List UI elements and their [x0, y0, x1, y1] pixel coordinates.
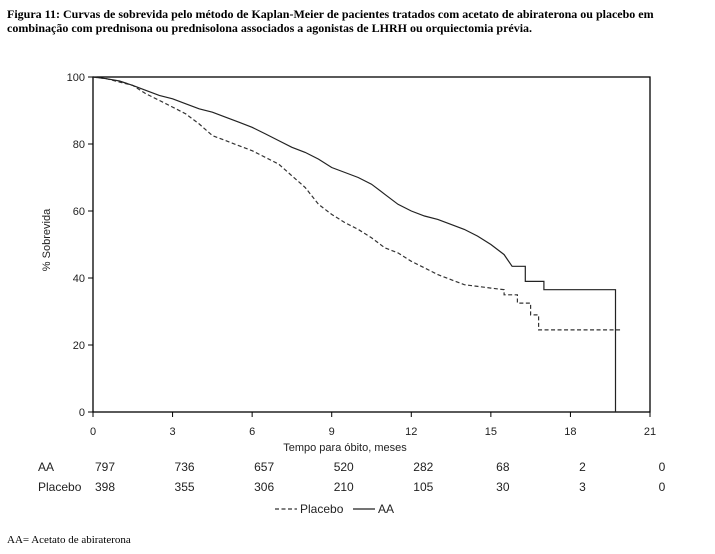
risk-count: 2: [579, 460, 586, 474]
x-tick-label: 0: [90, 426, 96, 438]
y-tick-label: 40: [73, 273, 85, 285]
risk-count: 282: [413, 460, 433, 474]
x-axis: 0 3 6 9 12 15 18 21: [90, 412, 656, 438]
risk-count: 736: [175, 460, 195, 474]
risk-row-label: AA: [38, 460, 54, 474]
risk-count: 68: [496, 460, 510, 474]
legend-label-aa: AA: [378, 502, 394, 516]
y-axis-label: % Sobrevida: [41, 208, 53, 271]
x-tick-label: 21: [644, 426, 656, 438]
y-tick-label: 0: [79, 407, 85, 419]
x-tick-label: 18: [564, 426, 576, 438]
y-tick-label: 80: [73, 139, 85, 151]
x-tick-label: 12: [405, 426, 417, 438]
y-tick-label: 100: [67, 72, 85, 84]
risk-count: 657: [254, 460, 274, 474]
legend-label-placebo: Placebo: [300, 502, 344, 516]
series-aa-line: [92, 76, 617, 412]
risk-count: 210: [334, 480, 354, 494]
footnote: AA= Acetato de abiraterona: [7, 534, 131, 546]
risk-count: 3: [579, 480, 586, 494]
risk-count: 105: [413, 480, 433, 494]
x-tick-label: 9: [329, 426, 335, 438]
y-axis: 0 20 40 60 80 100: [67, 72, 93, 419]
risk-count: 398: [95, 480, 115, 494]
x-axis-label: Tempo para óbito, meses: [283, 442, 407, 454]
risk-count: 520: [334, 460, 354, 474]
risk-count: 797: [95, 460, 115, 474]
plot-frame: [92, 76, 651, 413]
x-tick-label: 15: [485, 426, 497, 438]
risk-count: 30: [496, 480, 510, 494]
y-tick-label: 20: [73, 340, 85, 352]
series-placebo-line: [92, 76, 621, 331]
x-tick-label: 3: [170, 426, 176, 438]
risk-count: 355: [175, 480, 195, 494]
legend: Placebo AA: [275, 502, 394, 516]
risk-count: 0: [659, 480, 666, 494]
risk-count: 306: [254, 480, 274, 494]
risk-table: AA 797 736 657 520 282 68 2 0 Placebo 398 355 306 210…: [38, 460, 666, 494]
y-tick-label: 60: [73, 206, 85, 218]
risk-count: 0: [659, 460, 666, 474]
figure-caption: Figura 11: Curvas de sobrevida pelo méto…: [7, 7, 654, 35]
x-tick-label: 6: [249, 426, 255, 438]
survival-curves: [92, 76, 621, 412]
risk-row-label: Placebo: [38, 480, 82, 494]
